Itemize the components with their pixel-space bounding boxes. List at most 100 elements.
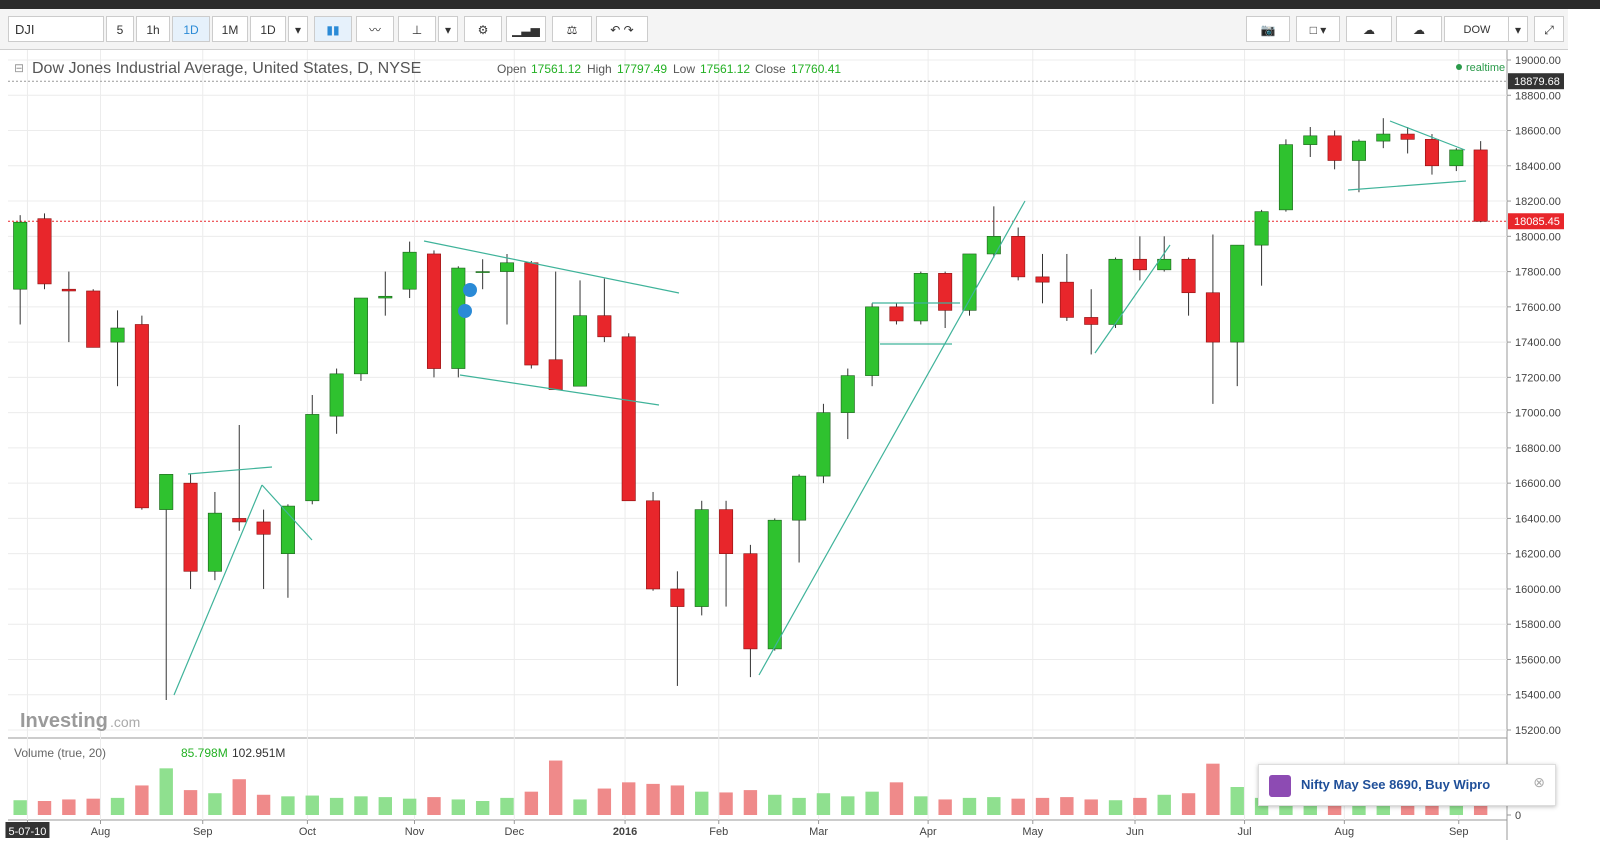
- x-tick-label: Jun: [1126, 826, 1144, 838]
- candle-body: [451, 267, 466, 369]
- candle-body: [353, 297, 368, 375]
- volume-bar: [670, 785, 685, 815]
- volume-bar: [378, 797, 392, 815]
- volume-bar: [110, 797, 125, 815]
- x-tick-label: Mar: [809, 826, 828, 838]
- candle-body: [13, 221, 28, 290]
- marker[interactable]: [463, 283, 477, 297]
- dropdown-button[interactable]: ▾: [438, 16, 458, 42]
- y-tick-label: 17000.00: [1515, 408, 1561, 420]
- candle-body: [1132, 258, 1147, 271]
- undo-redo-button[interactable]: ↶ ↷: [596, 16, 648, 42]
- candle-body: [1303, 135, 1318, 145]
- volume-bar: [622, 782, 636, 815]
- order-markers: [458, 283, 477, 318]
- x-tick-label-bg: [5, 822, 50, 838]
- volume-bar: [329, 797, 344, 815]
- volume-bar: [1060, 797, 1074, 815]
- volume-value: 102.951M: [232, 746, 285, 760]
- trend-line: [1389, 120, 1466, 151]
- x-tick-label: Aug: [91, 826, 111, 838]
- fullscreen-button[interactable]: ⤢: [1534, 16, 1564, 42]
- volume-bar: [256, 794, 271, 815]
- layout-button[interactable]: □ ▾: [1296, 16, 1340, 42]
- indicators-button[interactable]: ▁▃▅: [506, 16, 546, 42]
- volume-value: 85.798M: [181, 746, 228, 760]
- marker[interactable]: [458, 304, 472, 318]
- news-text[interactable]: Nifty May See 8690, Buy Wipro: [1301, 777, 1491, 792]
- volume-bar: [1011, 798, 1025, 815]
- volume-bar: [646, 783, 660, 815]
- y-tick-label: 15600.00: [1515, 654, 1561, 666]
- draw-button[interactable]: ⊥: [398, 16, 436, 42]
- interval-button[interactable]: 1D: [172, 16, 210, 42]
- candle-body: [305, 414, 320, 502]
- interval-button[interactable]: 1D: [250, 16, 286, 42]
- symbol-input[interactable]: DJI: [8, 16, 104, 42]
- volume-bar: [1084, 799, 1098, 815]
- candle-body: [524, 262, 539, 366]
- quote-value: 17797.49: [617, 62, 667, 76]
- candle-body: [719, 509, 734, 554]
- watermark: .com: [110, 714, 140, 730]
- y-tick-label: 17800.00: [1515, 267, 1561, 279]
- volume-bar: [841, 796, 855, 815]
- cloud-load-button[interactable]: ☁: [1346, 16, 1392, 42]
- quote-label: High: [587, 62, 612, 76]
- candle-body: [1108, 258, 1123, 325]
- dropdown-button[interactable]: ▾: [288, 16, 308, 42]
- volume-bar: [719, 792, 733, 815]
- y-tick-label: 17600.00: [1515, 302, 1561, 314]
- volume-bar: [475, 801, 490, 815]
- interval-button[interactable]: 1M: [212, 16, 248, 42]
- candle-body: [865, 306, 880, 376]
- candle-body: [207, 512, 222, 572]
- dropdown-button[interactable]: ▾: [1508, 16, 1528, 42]
- x-tick-label: Sep: [1449, 826, 1469, 838]
- volume-bar: [1181, 793, 1196, 815]
- trend-lines: [173, 120, 1467, 696]
- candles-button[interactable]: ▮▮: [314, 16, 352, 42]
- volume-bar: [232, 779, 246, 815]
- top-strip: [0, 0, 1600, 9]
- settings-button[interactable]: ⚙: [464, 16, 502, 42]
- chart: ⊟ Dow Jones Industrial Average, United S…: [5, 50, 1564, 840]
- crosshair-tag: [1508, 73, 1564, 90]
- candle-body: [548, 359, 563, 391]
- candle-body: [1254, 211, 1269, 246]
- trend-line: [1094, 244, 1171, 354]
- close-button[interactable]: ⊗: [1533, 774, 1545, 790]
- candles: [13, 118, 1488, 701]
- line-button[interactable]: 〰: [356, 16, 394, 42]
- candle-body: [986, 236, 1001, 255]
- candle-body: [694, 509, 709, 607]
- candle-body: [134, 324, 149, 509]
- crosshair-label: 18879.68: [1514, 76, 1560, 88]
- plot-background: [8, 50, 1507, 820]
- volume-bar: [548, 760, 563, 815]
- y-tick-label: 17200.00: [1515, 372, 1561, 384]
- volume-bar: [816, 793, 831, 815]
- exchange-button[interactable]: DOW: [1444, 16, 1510, 42]
- news-icon: [1269, 775, 1291, 797]
- collapse-icon[interactable]: ⊟: [14, 61, 24, 75]
- snapshot-button[interactable]: 📷: [1246, 16, 1290, 42]
- news-popup[interactable]: Nifty May See 8690, Buy Wipro ⊗: [1258, 764, 1556, 806]
- cloud-save-button[interactable]: ☁: [1396, 16, 1442, 42]
- quote-label: Low: [673, 62, 695, 76]
- y-tick-label: 15800.00: [1515, 619, 1561, 631]
- y-tick-label: 16800.00: [1515, 443, 1561, 455]
- interval-button[interactable]: 1h: [136, 16, 170, 42]
- volume-bar: [768, 794, 782, 815]
- y-tick-label: 15400.00: [1515, 690, 1561, 702]
- candle-body: [767, 519, 782, 650]
- y-tick-label: 18000.00: [1515, 231, 1561, 243]
- candle-body: [1035, 276, 1050, 283]
- compare-button[interactable]: ⚖: [552, 16, 592, 42]
- toolbar: DJI 5 1h 1D 1M 1D ▾ ▮▮ 〰 ⊥ ▾ ⚙ ▁▃▅ ⚖ ↶ ↷…: [0, 9, 1568, 50]
- candle-body: [646, 500, 661, 590]
- watermark: Investing: [20, 710, 108, 732]
- interval-button[interactable]: 5: [106, 16, 134, 42]
- candle-body: [1059, 281, 1074, 318]
